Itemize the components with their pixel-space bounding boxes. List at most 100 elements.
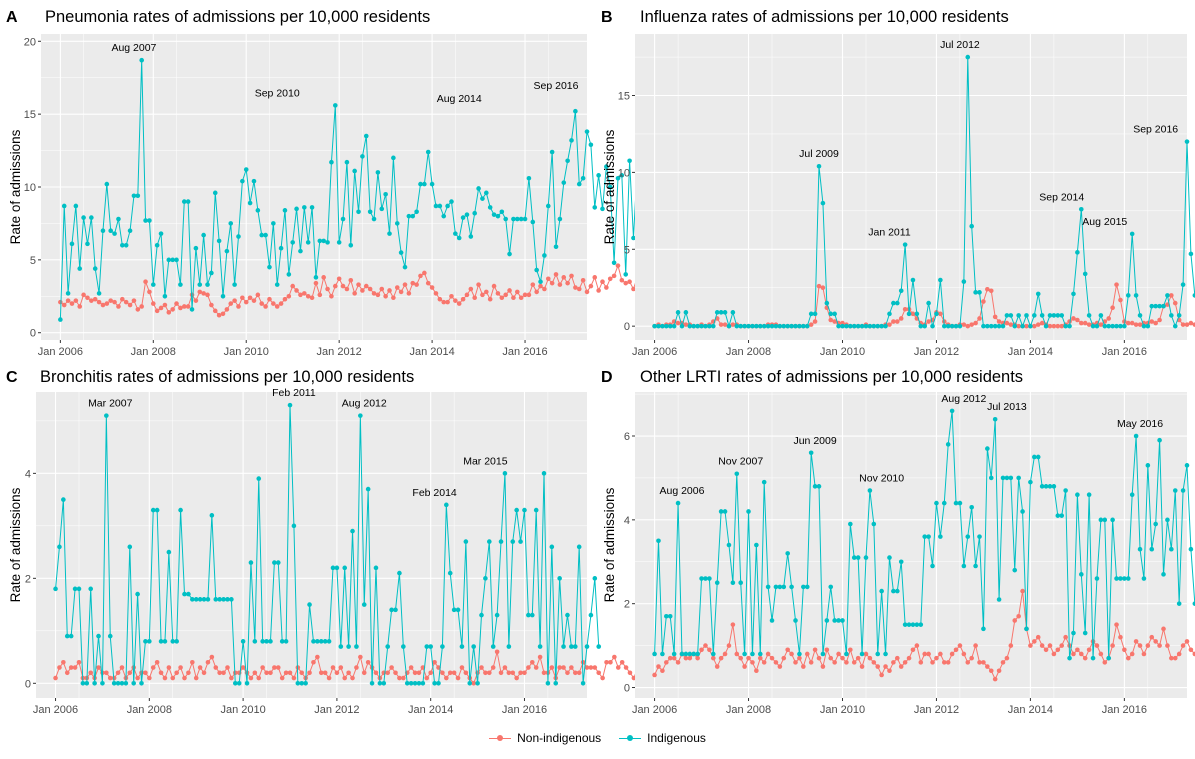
panel-c-series-indigenous-point bbox=[295, 681, 301, 686]
panel-d-series-non-indigenous-point bbox=[836, 651, 841, 657]
panel-c-series-non-indigenous-point bbox=[311, 660, 316, 665]
panel-a-series-non-indigenous-point bbox=[538, 283, 543, 289]
panel-a-series-non-indigenous-point bbox=[240, 295, 245, 301]
panel-a-series-indigenous-point bbox=[178, 282, 183, 287]
panel-a-series-indigenous-point bbox=[557, 216, 563, 222]
panel-c-series-non-indigenous-point bbox=[529, 660, 535, 665]
panel-b-ytick-label: 10 bbox=[618, 167, 630, 179]
panel-c-title: Bronchitis rates of admissions per 10,00… bbox=[40, 368, 414, 386]
panel-a-series-indigenous-point bbox=[298, 248, 303, 254]
panel-a-xtick-label: Jan 2008 bbox=[131, 346, 176, 358]
panel-b-series-non-indigenous-point bbox=[1153, 320, 1158, 326]
panel-d-series-non-indigenous-point bbox=[683, 655, 689, 661]
panel-d-series-non-indigenous-point bbox=[871, 660, 877, 665]
panel-d-series-indigenous-point bbox=[801, 584, 806, 590]
panel-a-series-non-indigenous-point bbox=[573, 285, 578, 290]
panel-c-series-non-indigenous-point bbox=[209, 654, 215, 660]
panel-b-xtick-label: Jan 2006 bbox=[632, 346, 677, 358]
panel-d-series-non-indigenous-point bbox=[1180, 643, 1186, 648]
panel-c-series-indigenous-point bbox=[459, 644, 465, 649]
panel-d-series-indigenous-point bbox=[973, 563, 978, 569]
panel-d-series-non-indigenous-point bbox=[1129, 651, 1135, 657]
panel-d-series-non-indigenous-point bbox=[1172, 655, 1178, 661]
panel-b-series-indigenous-point bbox=[934, 311, 939, 317]
panel-a-series-indigenous-point bbox=[573, 108, 578, 114]
panel-c-series-indigenous-point bbox=[68, 633, 74, 639]
panel-c-series-indigenous-point bbox=[408, 681, 414, 686]
panel-d-series-indigenous-point bbox=[683, 651, 689, 657]
panel-a-series-non-indigenous-point bbox=[104, 301, 110, 306]
panel-a-series-non-indigenous-point bbox=[290, 283, 296, 289]
panel-a-series-indigenous-point bbox=[576, 181, 582, 187]
panel-c-series-non-indigenous-point bbox=[393, 670, 398, 676]
panel-a-series-indigenous-point bbox=[108, 228, 114, 234]
panel-c-series-non-indigenous-point bbox=[401, 675, 406, 681]
panel-d-annotation-aug-2012: Aug 2012 bbox=[941, 393, 986, 405]
panel-d-series-non-indigenous-point bbox=[714, 664, 720, 669]
panel-d-series-non-indigenous-point bbox=[1012, 618, 1018, 623]
panel-a-series-indigenous-point bbox=[224, 248, 230, 254]
panel-a-series-non-indigenous-point bbox=[518, 295, 524, 301]
panel-c-series-non-indigenous-point bbox=[53, 675, 58, 681]
panel-b-series-indigenous-point bbox=[1028, 323, 1033, 329]
panel-c-series-non-indigenous-point bbox=[533, 665, 539, 670]
panel-d-series-non-indigenous-point bbox=[667, 655, 673, 661]
panel-c-series-indigenous-point bbox=[315, 639, 320, 644]
panel-b-series-indigenous-point bbox=[816, 163, 822, 169]
panel-d-series-non-indigenous-point bbox=[832, 660, 837, 665]
panel-c-series-indigenous-point bbox=[526, 612, 531, 618]
panel-d-series-indigenous-point bbox=[1071, 630, 1076, 636]
panel-a-series-non-indigenous-point bbox=[503, 292, 508, 298]
panel-a-series-non-indigenous-point bbox=[131, 298, 137, 303]
panel-b-series-indigenous-point bbox=[1153, 303, 1158, 309]
panel-c-series-non-indigenous-point bbox=[361, 670, 367, 676]
panel-d-series-indigenous-point bbox=[1098, 517, 1104, 523]
panel-a-series-non-indigenous-point bbox=[460, 296, 466, 302]
panel-b-xtick-label: Jan 2014 bbox=[1008, 346, 1053, 358]
panel-d-series-non-indigenous-point bbox=[1125, 655, 1131, 661]
panel-d-series-non-indigenous-point bbox=[883, 664, 888, 669]
panel-c-series-indigenous-point bbox=[178, 507, 183, 513]
panel-c-series-indigenous-point bbox=[307, 602, 312, 607]
panel-a-series-indigenous-point bbox=[135, 193, 141, 199]
panel-c-xtick-label: Jan 2006 bbox=[33, 704, 78, 716]
panel-d-series-non-indigenous-point bbox=[1000, 660, 1006, 665]
panel-a-series-indigenous-point bbox=[302, 205, 307, 210]
panel-d-series-non-indigenous-point bbox=[824, 647, 830, 653]
panel-b-series-indigenous-point bbox=[797, 323, 802, 329]
panel-c-series-non-indigenous-point bbox=[354, 665, 359, 670]
panel-d-series-non-indigenous-point bbox=[906, 655, 912, 661]
panel-d-series-indigenous-point bbox=[1059, 513, 1065, 518]
panel-d-series-non-indigenous-point bbox=[797, 655, 802, 661]
panel-d-series-non-indigenous-point bbox=[887, 668, 892, 674]
panel-a-series-non-indigenous-point bbox=[170, 307, 175, 312]
panel-b-series-indigenous-point bbox=[1133, 293, 1139, 298]
panel-b-series-indigenous-point bbox=[1125, 293, 1131, 298]
panel-a-series-non-indigenous-point bbox=[317, 292, 323, 298]
panel-c-series-non-indigenous-point bbox=[174, 670, 179, 676]
panel-d-series-indigenous-point bbox=[804, 584, 810, 590]
panel-c-series-indigenous-point bbox=[174, 639, 179, 644]
panel-d-series-indigenous-point bbox=[996, 597, 1002, 602]
panel-b-series-non-indigenous-point bbox=[1055, 323, 1061, 329]
panel-b-series-indigenous-point bbox=[985, 323, 990, 329]
panel-a-series-non-indigenous-point bbox=[255, 292, 261, 298]
panel-a-series-indigenous-point bbox=[607, 184, 613, 190]
panel-d-series-indigenous-point bbox=[879, 588, 884, 594]
panel-a-xtick-label: Jan 2012 bbox=[317, 346, 362, 358]
panel-b-series-non-indigenous-point bbox=[722, 322, 728, 327]
panel-a-series-non-indigenous-point bbox=[433, 291, 439, 296]
panel-c-series-indigenous-point bbox=[244, 681, 250, 686]
panel-c-series-non-indigenous-point bbox=[565, 670, 570, 676]
panel-d-series-non-indigenous-point bbox=[695, 655, 700, 661]
panel-b-series-indigenous-point bbox=[1145, 323, 1151, 329]
panel-d-series-indigenous-point bbox=[738, 580, 744, 586]
panel-a-xtick-label: Jan 2010 bbox=[224, 346, 269, 358]
panel-d-ytick-label: 6 bbox=[624, 431, 630, 443]
panel-c-series-indigenous-point bbox=[365, 486, 371, 492]
panel-a-series-indigenous-point bbox=[181, 199, 187, 204]
panel-d-series-non-indigenous-point bbox=[957, 643, 963, 648]
panel-b-series-indigenous-point bbox=[808, 311, 814, 317]
panel-b-series-non-indigenous-point bbox=[675, 320, 681, 326]
panel-a-series-indigenous-point bbox=[456, 235, 462, 241]
